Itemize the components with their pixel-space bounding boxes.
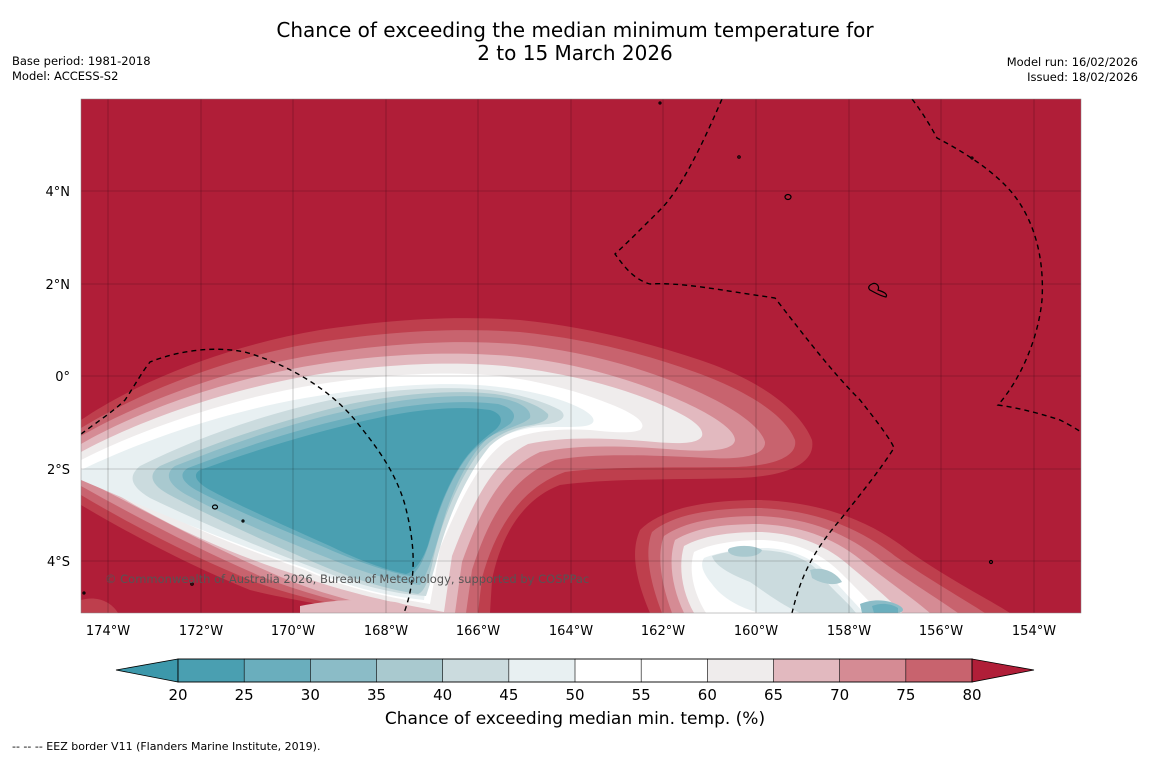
copyright-notice: © Commonwealth of Australia 2026, Bureau… <box>105 572 589 586</box>
lon-label: 156°W <box>919 624 963 639</box>
colorbar-tick-label: 65 <box>764 686 783 704</box>
eez-footnote: -- -- -- EEZ border V11 (Flanders Marine… <box>12 740 321 753</box>
lat-label: 4°N <box>46 185 71 200</box>
colorbar-segment <box>243 658 312 683</box>
colorbar-segment <box>773 658 841 683</box>
islands <box>82 101 994 595</box>
lon-axis: 174°W 172°W 170°W 168°W 166°W 164°W 162°… <box>86 624 1056 639</box>
colorbar-tick-label: 45 <box>499 686 518 704</box>
colorbar-ticks: 20 25 30 35 40 45 50 55 60 65 70 75 80 <box>168 686 981 704</box>
contour-band-east <box>635 500 1010 613</box>
contour-band-west <box>81 318 813 613</box>
lon-label: 160°W <box>734 624 778 639</box>
lat-axis: 4°N 2°N 0° 2°S 4°S <box>46 185 71 570</box>
lat-label: 4°S <box>47 555 70 570</box>
graticule <box>81 99 1081 613</box>
lon-label: 154°W <box>1012 624 1056 639</box>
meta-right: Model run: 16/02/2026 Issued: 18/02/2026 <box>1007 55 1138 85</box>
colorbar-segment <box>310 658 378 683</box>
map-frame <box>80 98 1082 614</box>
colorbar-tick-label: 40 <box>433 686 452 704</box>
colorbar-segment <box>177 658 245 683</box>
lon-label: 166°W <box>456 624 500 639</box>
colorbar-tick-label: 75 <box>896 686 915 704</box>
colorbar-frame <box>177 658 973 683</box>
lon-label: 174°W <box>86 624 130 639</box>
colorbar-tick-label: 25 <box>235 686 254 704</box>
lat-label: 2°N <box>46 278 71 293</box>
colorbar-under-arrow <box>115 658 179 683</box>
model-run: Model run: 16/02/2026 <box>1006 55 1138 69</box>
colorbar-segment <box>376 658 444 683</box>
colorbar-segment <box>707 658 775 683</box>
colorbar-segment <box>905 658 973 683</box>
lon-label: 158°W <box>827 624 871 639</box>
lat-label: 0° <box>55 370 70 385</box>
map-plot-area[interactable]: © Commonwealth of Australia 2026, Bureau… <box>81 99 1081 613</box>
colorbar-tick-label: 50 <box>565 686 584 704</box>
colorbar-over-arrow <box>971 658 1035 683</box>
colorbar-tick-label: 35 <box>367 686 386 704</box>
colorbar-segment <box>442 658 510 683</box>
colorbar-tick-label: 55 <box>632 686 651 704</box>
colorbar-segment <box>640 658 709 683</box>
lon-label: 162°W <box>641 624 685 639</box>
colorbar-segments <box>177 658 973 683</box>
colorbar-title: Chance of exceeding median min. temp. (%… <box>384 709 766 729</box>
model-name: Model: ACCESS-S2 <box>12 69 119 83</box>
base-period: Base period: 1981-2018 <box>12 54 151 68</box>
lon-label: 168°W <box>364 624 408 639</box>
colorbar-segment <box>574 658 642 683</box>
contour-corner <box>81 598 118 613</box>
meta-left: Base period: 1981-2018 Model: ACCESS-S2 <box>12 54 151 84</box>
colorbar: 20 25 30 35 40 45 50 55 60 65 70 75 80 <box>115 658 1035 704</box>
colorbar-tick-label: 20 <box>168 686 187 704</box>
map-title-line1: Chance of exceeding the median minimum t… <box>276 18 874 42</box>
map-title-line2: 2 to 15 March 2026 <box>477 41 673 65</box>
colorbar-segment <box>839 658 907 683</box>
colorbar-tick-label: 70 <box>830 686 849 704</box>
lon-label: 172°W <box>179 624 223 639</box>
lon-label: 164°W <box>549 624 593 639</box>
eez-borders <box>81 99 1081 613</box>
colorbar-tick-label: 60 <box>698 686 717 704</box>
colorbar-segment <box>508 658 576 683</box>
colorbar-tick-label: 30 <box>301 686 320 704</box>
colorbar-tick-label: 80 <box>962 686 981 704</box>
issued-date: Issued: 18/02/2026 <box>1027 70 1138 84</box>
lon-label: 170°W <box>271 624 315 639</box>
lat-label: 2°S <box>47 463 70 478</box>
